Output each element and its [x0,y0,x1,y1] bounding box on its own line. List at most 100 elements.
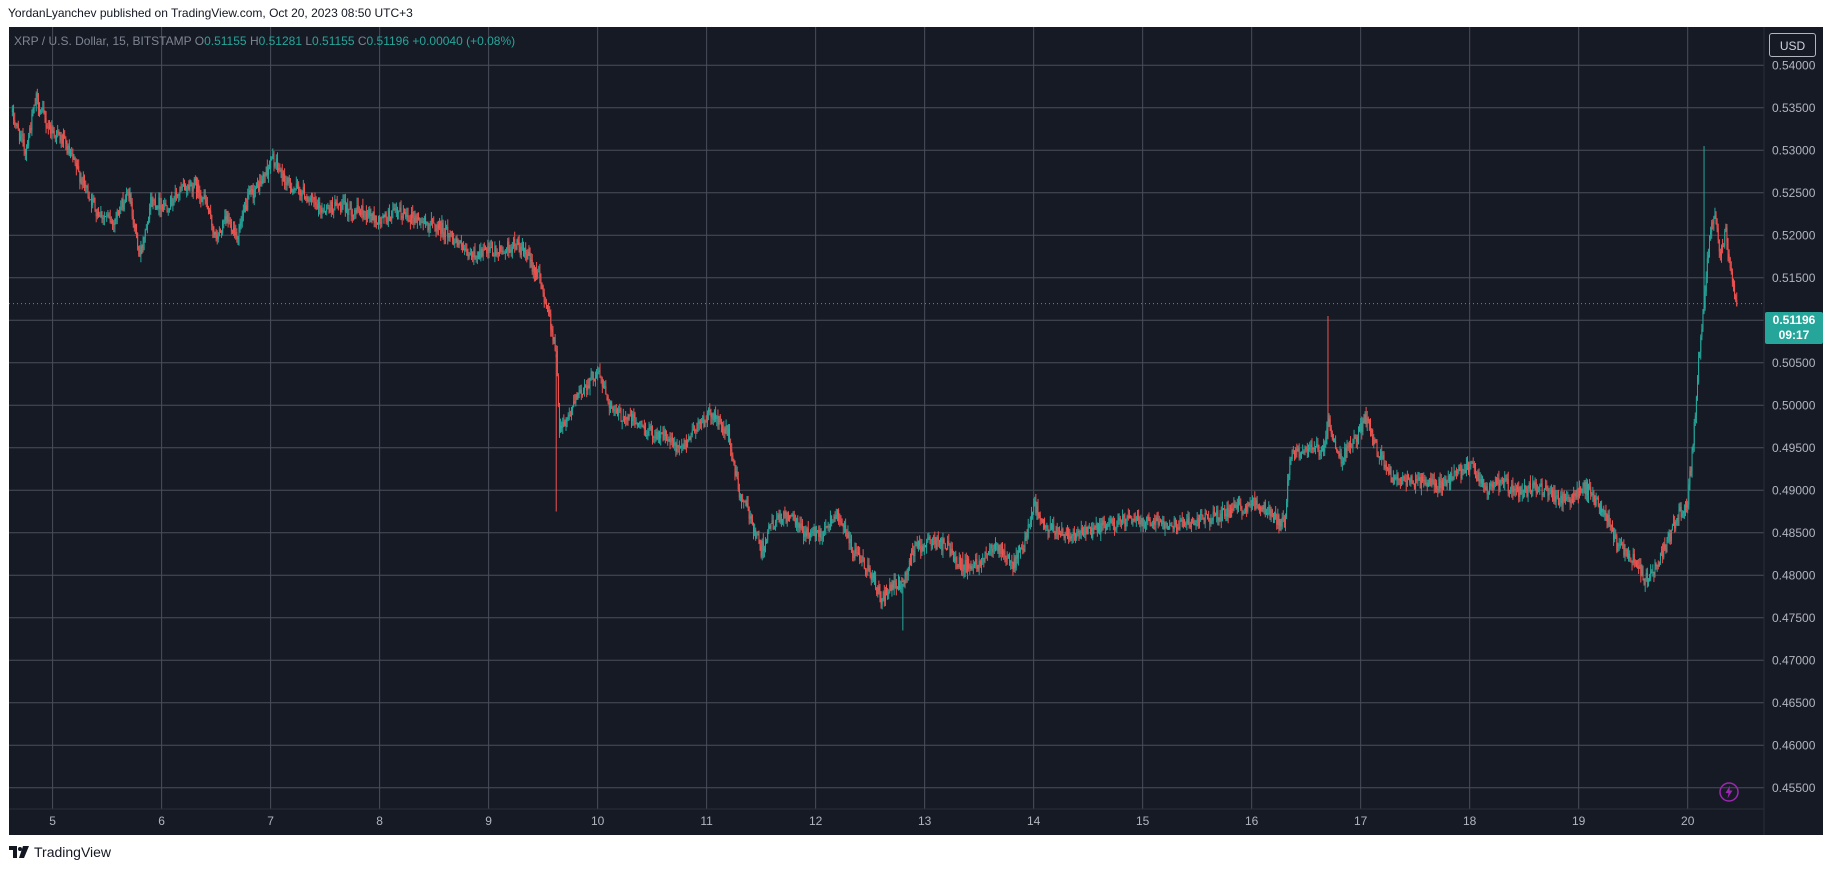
candle-body [1561,495,1563,505]
bolt-icon[interactable] [1718,781,1740,803]
candle-body [128,191,130,199]
low-label: L [305,34,313,48]
candle-body [376,222,378,224]
candle-body [1229,509,1231,518]
candle-body [1533,482,1535,486]
candle-body [1311,444,1313,448]
candle-body [1288,474,1290,481]
candle-body [1443,482,1445,490]
candle-body [1585,481,1587,495]
candle-body [354,209,356,215]
candle-body [1399,478,1401,482]
candle-body [1366,418,1368,425]
x-tick-label: 19 [1572,814,1586,828]
candle-body [1116,526,1118,529]
candle-body [1225,514,1227,517]
candle-body [1550,490,1552,494]
price-axis: 0.540000.535000.530000.525000.520000.515… [1772,58,1816,795]
candle-body [1328,418,1330,422]
candle-body [322,210,324,212]
candle-body [755,530,757,539]
candle-body [702,416,704,424]
candle-body [406,214,408,217]
candle-body [835,514,837,519]
candle-body [1355,438,1357,442]
candle-body [1279,520,1281,526]
y-tick-label: 0.52500 [1772,186,1816,200]
candle-body [186,189,188,191]
candle-body [64,135,66,139]
candle-body [1145,522,1147,526]
candle-body [1200,514,1202,516]
candle-body [34,104,36,106]
candle-body [1686,501,1688,508]
candle-body [1215,512,1217,516]
candle-body [442,222,444,233]
candle-body [369,209,371,216]
candle-body [1634,562,1636,564]
candle-body [43,108,45,113]
candle-body [319,202,321,209]
y-tick-label: 0.52000 [1772,228,1816,242]
candle-body [1339,453,1341,457]
candle-body [468,254,470,257]
symbol-label[interactable]: XRP / U.S. Dollar, 15, BITSTAMP [14,34,192,48]
candle-body [961,559,963,571]
candle-body [1157,518,1159,525]
candle-body [401,215,403,219]
candle-body [156,205,158,209]
candle-body [626,416,628,420]
candle-body [1087,527,1089,535]
candle-body [286,183,288,186]
candle-body [799,523,801,529]
candle-body [1609,525,1611,527]
candle-body [1730,268,1732,272]
candle-body [1559,502,1561,505]
candle-body [1265,513,1267,515]
candle-body [320,208,322,213]
candle-body [288,178,290,183]
candle-body [1156,517,1158,519]
candle-body [1492,486,1494,489]
footer-brand[interactable]: TradingView [9,844,111,860]
candle-body [1499,482,1501,491]
candle-body [167,210,169,212]
candle-body [1315,446,1317,449]
candle-body [1140,522,1142,525]
candle-body [1586,481,1588,496]
candle-body [784,511,786,515]
chart-area[interactable] [9,27,1823,835]
candle-body [213,232,215,236]
candle-body [11,109,13,112]
candle-body [891,584,893,591]
candle-body [1707,255,1709,259]
candle-body [293,188,295,190]
x-tick-label: 13 [918,814,932,828]
candle-body [1560,495,1562,503]
candle-body [639,421,641,425]
candle-body [871,574,873,581]
candle-body [1320,446,1322,453]
candle-body [66,143,68,154]
candle-body [492,247,494,256]
candle-body [820,529,822,539]
candle-body [1368,421,1370,425]
candle-body [1545,485,1547,489]
candle-body [1582,485,1584,489]
candle-body [973,564,975,567]
candle-body [643,426,645,430]
candle-body [248,190,250,196]
candle-body [567,415,569,419]
candle-body [819,529,821,538]
candle-body [691,430,693,436]
candle-body [894,580,896,583]
candle-body [386,221,388,223]
currency-button[interactable]: USD [1769,33,1816,57]
candle-body [588,385,590,388]
candle-body [1024,537,1026,552]
candle-body [1528,482,1530,489]
candle-body [1325,437,1327,444]
candle-body [694,429,696,432]
candle-body [160,204,162,210]
